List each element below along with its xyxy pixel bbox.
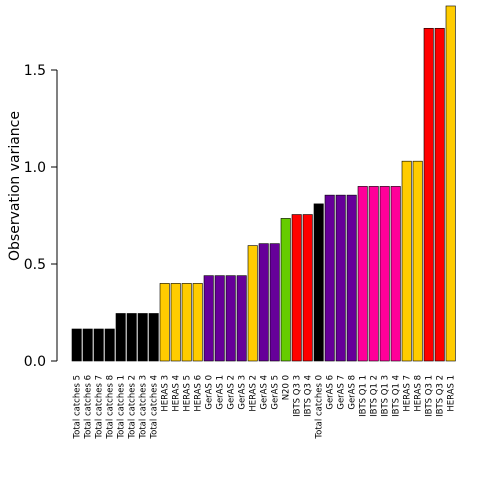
bar xyxy=(302,214,313,362)
x-tick-label: GerAS 2 xyxy=(227,375,237,410)
y-tick-label: 0.5 xyxy=(24,257,46,273)
x-tick-label: Total catches 1 xyxy=(117,375,127,440)
x-tick-label: GerAS 5 xyxy=(271,375,281,410)
y-tick-label: 1.5 xyxy=(24,63,46,79)
x-tick-label: HERAS 8 xyxy=(414,375,424,412)
x-tick-label: Total catches 4 xyxy=(150,375,160,440)
x-tick-label: N20 0 xyxy=(282,375,292,400)
bar xyxy=(280,218,291,362)
bar xyxy=(412,160,423,362)
bar xyxy=(148,313,159,362)
bar xyxy=(269,243,280,362)
bar xyxy=(214,275,225,362)
bar xyxy=(170,283,181,362)
x-tick-label: Total catches 8 xyxy=(106,375,116,440)
x-tick-label: IBTS Q3 1 xyxy=(425,375,435,417)
bar xyxy=(291,214,302,362)
bar xyxy=(434,27,445,362)
x-tick-label: HERAS 6 xyxy=(194,375,204,412)
bar xyxy=(203,275,214,362)
bar xyxy=(379,186,390,362)
y-axis-label: Observation variance xyxy=(7,111,23,261)
x-tick-label: Total catches 3 xyxy=(139,375,149,440)
y-tick-label: 0.0 xyxy=(24,354,46,370)
x-tick-label: IBTS Q3 4 xyxy=(304,375,314,417)
x-tick-label: HERAS 4 xyxy=(172,375,182,412)
x-tick-labels: Total catches 5 Total catches 6 Total catc… xyxy=(73,375,457,440)
x-tick-label: IBTS Q3 2 xyxy=(436,375,446,417)
bar xyxy=(368,186,379,362)
x-tick-label: HERAS 3 xyxy=(161,375,171,412)
bar xyxy=(104,328,115,362)
x-tick-label: Total catches 6 xyxy=(84,375,94,440)
bar xyxy=(82,328,93,362)
x-tick-label: GerAS 1 xyxy=(216,375,226,410)
x-tick-label: GerAS 0 xyxy=(205,375,215,410)
bars xyxy=(71,5,456,362)
x-tick-label: IBTS Q1 3 xyxy=(381,375,391,417)
bar xyxy=(313,203,324,362)
bar xyxy=(137,313,148,362)
x-tick-label: GerAS 3 xyxy=(238,375,248,410)
x-tick-label: IBTS Q1 2 xyxy=(370,375,380,417)
x-tick-label: HERAS 1 xyxy=(447,375,457,412)
bar xyxy=(192,283,203,362)
bar xyxy=(115,313,126,362)
bar xyxy=(181,283,192,362)
x-tick-label: Total catches 7 xyxy=(95,375,105,440)
bar xyxy=(247,245,258,362)
y-axis: 0.0 0.5 1.0 1.5 xyxy=(24,63,58,370)
bar xyxy=(71,328,82,362)
bar xyxy=(445,5,456,362)
bar xyxy=(159,283,170,362)
bar xyxy=(390,186,401,362)
bar xyxy=(346,194,357,362)
bar xyxy=(335,194,346,362)
x-tick-label: HERAS 7 xyxy=(403,375,413,412)
x-tick-label: GerAS 6 xyxy=(326,375,336,410)
bar xyxy=(126,313,137,362)
x-tick-label: GerAS 7 xyxy=(337,375,347,410)
x-tick-label: IBTS Q1 1 xyxy=(359,375,369,417)
x-tick-label: GerAS 8 xyxy=(348,375,358,410)
bar xyxy=(401,160,412,362)
x-tick-label: GerAS 4 xyxy=(260,375,270,410)
x-tick-label: HERAS 5 xyxy=(183,375,193,412)
x-tick-label: IBTS Q3 3 xyxy=(293,375,303,417)
x-tick-label: Total catches 2 xyxy=(128,375,138,440)
bar xyxy=(324,194,335,362)
bar xyxy=(423,27,434,362)
x-tick-label: Total catches 5 xyxy=(73,375,83,440)
x-tick-label: IBTS Q1 4 xyxy=(392,375,402,417)
bar xyxy=(236,275,247,362)
y-tick-label: 1.0 xyxy=(24,160,46,176)
x-tick-label: Total catches 0 xyxy=(315,375,325,440)
bar xyxy=(225,275,236,362)
x-tick-label: HERAS 2 xyxy=(249,375,259,412)
bar xyxy=(258,243,269,362)
bar xyxy=(93,328,104,362)
bar xyxy=(357,186,368,362)
